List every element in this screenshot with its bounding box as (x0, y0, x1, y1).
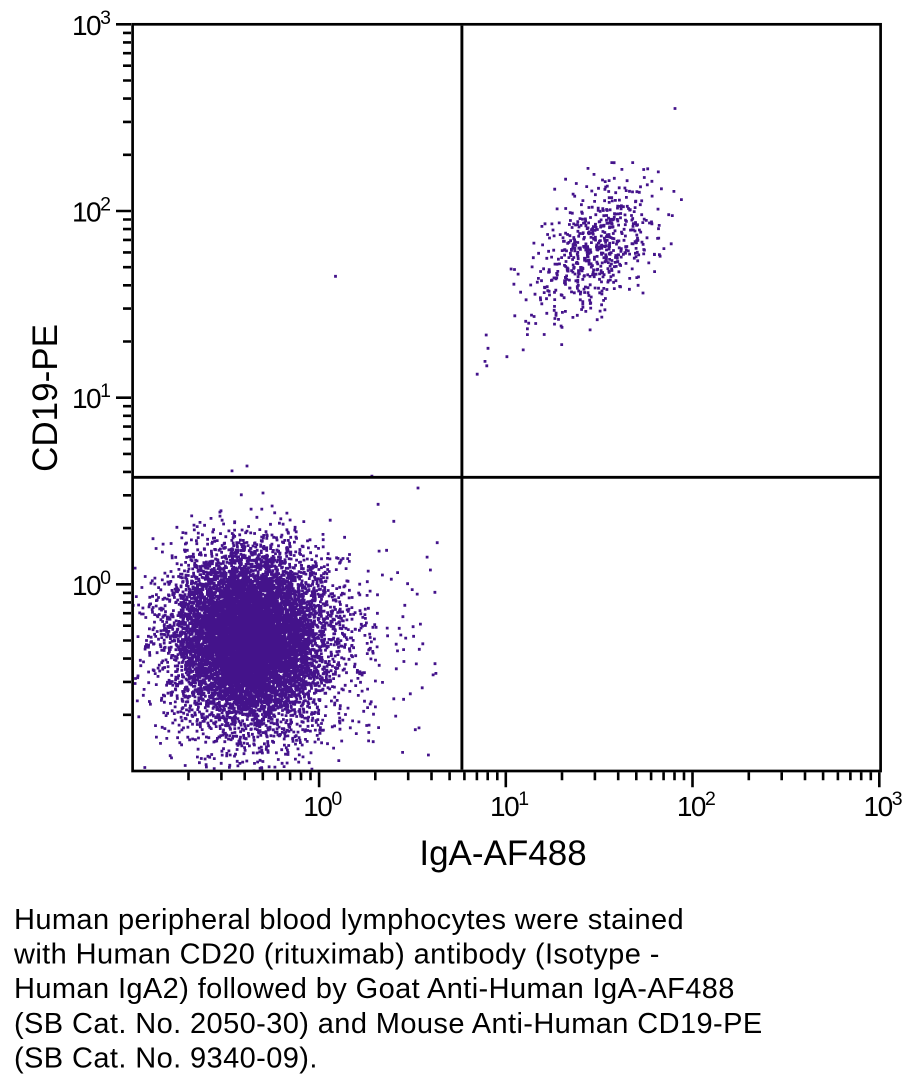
svg-text:Human peripheral blood lymphoc: Human peripheral blood lymphocytes were … (14, 904, 684, 936)
svg-text:(SB Cat. No. 9340-09).: (SB Cat. No. 9340-09). (14, 1042, 318, 1074)
svg-text:Human IgA2) followed by Goat A: Human IgA2) followed by Goat Anti-Human … (14, 973, 735, 1005)
svg-text:103: 103 (72, 7, 110, 41)
svg-text:CD19-PE: CD19-PE (26, 324, 65, 472)
svg-text:(SB Cat. No. 2050-30) and Mous: (SB Cat. No. 2050-30) and Mouse Anti-Hum… (14, 1008, 763, 1040)
svg-text:IgA-AF488: IgA-AF488 (419, 834, 586, 873)
svg-text:with Human CD20 (rituximab) an: with Human CD20 (rituximab) antibody (Is… (13, 939, 660, 971)
